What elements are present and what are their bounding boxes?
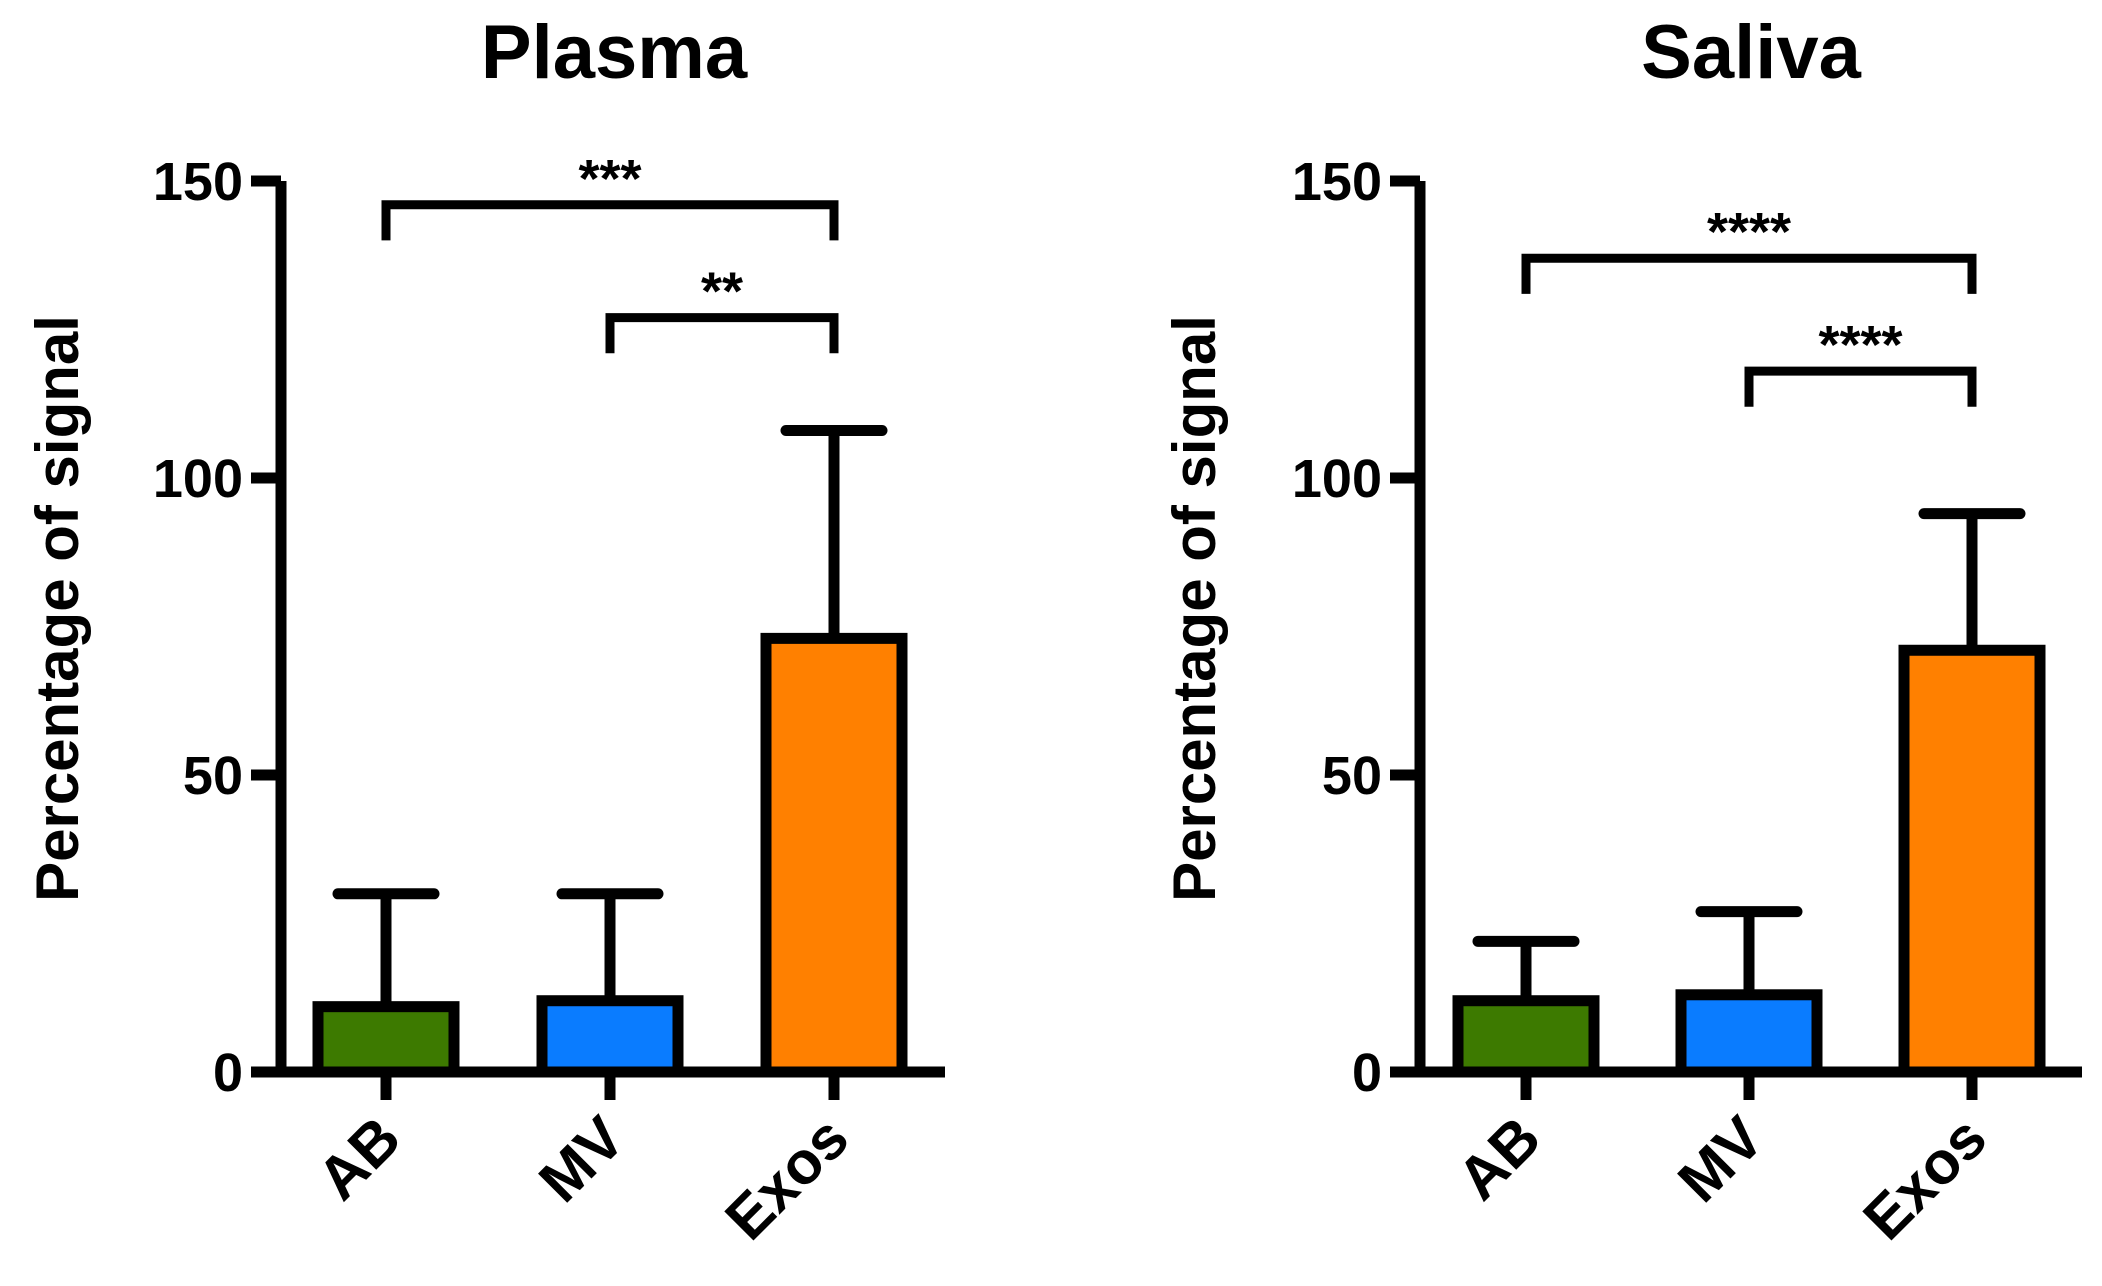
y-tick-label: 0 <box>213 1043 243 1103</box>
significance-label: **** <box>1818 315 1902 375</box>
significance-bracket <box>1521 253 1977 294</box>
x-tick-label-ab: AB <box>1445 1104 1554 1213</box>
y-tick-label: 150 <box>1292 152 1382 212</box>
bar-exos <box>1898 644 2046 1078</box>
y-tick-label: 50 <box>1322 746 1382 806</box>
y-axis-label: Percentage of signal <box>24 315 91 902</box>
significance-label: **** <box>1707 202 1791 262</box>
x-tick-label-ab: AB <box>305 1104 414 1213</box>
y-tick-label: 100 <box>1292 449 1382 509</box>
bar-ab <box>312 1001 460 1078</box>
y-tick-label: 0 <box>1352 1043 1382 1103</box>
significance-bracket <box>1744 366 1977 407</box>
bar-exos <box>760 632 908 1078</box>
x-tick-label-exos: Exos <box>1850 1104 1999 1253</box>
y-tick-label: 150 <box>153 152 243 212</box>
significance-label: *** <box>578 149 641 209</box>
y-tick-label: 100 <box>153 449 243 509</box>
bar-mv <box>536 995 684 1078</box>
x-tick-label-mv: MV <box>1665 1104 1776 1215</box>
x-tick-label-mv: MV <box>526 1104 637 1215</box>
significance-label: ** <box>701 262 743 322</box>
y-axis-label: Percentage of signal <box>1161 315 1228 902</box>
y-tick-label: 50 <box>183 746 243 806</box>
significance-bracket <box>381 200 839 241</box>
bar-ab <box>1452 995 1600 1078</box>
chart-title: Saliva <box>1641 10 1861 95</box>
x-tick-label-exos: Exos <box>712 1104 861 1253</box>
chart-title: Plasma <box>481 10 748 95</box>
significance-bracket <box>605 313 839 354</box>
bar-mv <box>1675 989 1823 1078</box>
